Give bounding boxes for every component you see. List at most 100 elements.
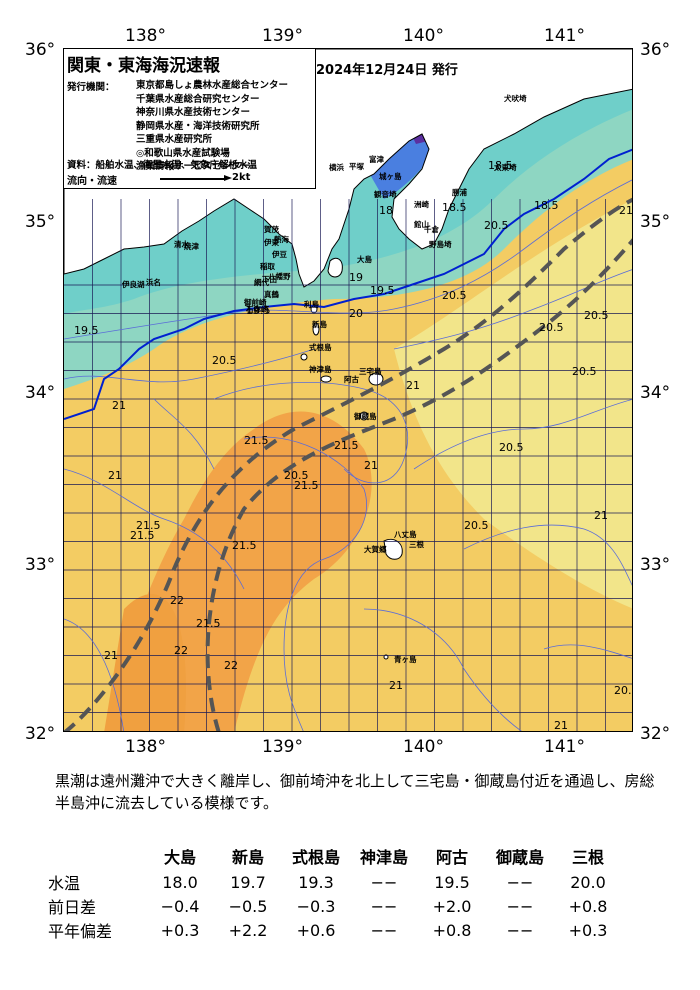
temperature-label: 21.5 <box>244 434 269 447</box>
temperature-label: 18.5 <box>534 199 559 212</box>
lat-label: 36° <box>640 40 671 60</box>
temperature-label: 20.5 <box>212 354 237 367</box>
temperature-label: 20.5 <box>442 289 467 302</box>
temperature-label: 19 <box>349 271 363 284</box>
temperature-label: 20.5 <box>572 365 597 378</box>
lon-label: 140° <box>403 26 444 46</box>
table-cell: 19.3 <box>298 872 334 892</box>
temperature-label: 21.5 <box>232 539 257 552</box>
lat-label: 34° <box>640 383 671 403</box>
place-label: 賀茂 <box>264 225 279 234</box>
table-cell: +2.0 <box>432 896 472 916</box>
table-cell: +0.3 <box>160 920 200 940</box>
temperature-label: 21 <box>594 509 608 522</box>
place-label: 伊豆 <box>272 250 287 259</box>
island-kozushima <box>320 375 332 383</box>
place-label: 石廊崎 <box>246 305 269 314</box>
place-label: 下田 <box>262 275 277 284</box>
issuer: 神奈川県水産技術センター <box>136 107 251 118</box>
place-label: 阿古 <box>344 375 359 384</box>
lat-lon-grid <box>64 199 632 731</box>
lat-label: 34° <box>25 383 56 403</box>
issuer: 千葉県水産総合研究センター <box>136 93 260 105</box>
table-cell: +2.2 <box>228 920 268 940</box>
island-shikinejima <box>300 353 308 361</box>
place-label: 野島埼 <box>429 240 452 249</box>
temperature-label: 21 <box>364 459 378 472</box>
flow-legend-label: 流向・流速 <box>67 176 117 187</box>
temperature-label: 21.5 <box>196 617 221 630</box>
temperature-label: 19.5 <box>370 284 395 297</box>
temperature-label: 21 <box>112 399 126 412</box>
column-header: 式根島 <box>291 848 340 867</box>
temperature-label: 21.5 <box>136 519 161 532</box>
lon-label: 139° <box>262 26 303 46</box>
temperature-label: 20.5 <box>584 309 609 322</box>
lat-label: 35° <box>640 212 671 232</box>
place-label: 観音埼 <box>374 190 397 199</box>
island-niijima <box>312 322 320 336</box>
table-cell: +0.6 <box>296 920 336 940</box>
island-oshima <box>327 257 343 278</box>
place-label: 城ヶ島 <box>379 172 402 181</box>
temperature-label: 20.5 <box>499 441 524 454</box>
island-hachijojima <box>383 538 403 560</box>
temperature-label: 20 <box>349 307 363 320</box>
arrowhead-icon <box>224 175 232 181</box>
row-label: 平年偏差 <box>48 922 113 941</box>
island-mikurajima <box>359 411 369 421</box>
place-label: 大賀郷 <box>364 545 387 554</box>
table-cell: −0.5 <box>228 896 268 916</box>
table-cell: +0.8 <box>432 920 472 940</box>
temperature-label: 21 <box>104 649 118 662</box>
temperature-label: 18 <box>379 204 393 217</box>
temperature-label: 18.5 <box>442 201 467 214</box>
place-label: 御前崎 <box>244 298 267 307</box>
row-label: 前日差 <box>48 898 97 917</box>
table-cell: −− <box>506 872 534 892</box>
place-label: 焼津 <box>184 242 199 251</box>
place-label: 三根 <box>409 540 424 549</box>
table-cell: +0.8 <box>568 896 608 916</box>
issuer: ◎和歌山県水産試験場 <box>136 147 230 159</box>
table-cell: 18.0 <box>162 872 198 892</box>
temperature-label: 22 <box>170 594 184 607</box>
lon-label: 139° <box>262 737 303 757</box>
data-source: 資料：船舶水温、衛星水温、気象庁解析水温 <box>67 160 258 171</box>
lat-label: 33° <box>25 555 56 575</box>
table-row: 平年偏差 +0.3 +2.2 +0.6 −− +0.8 −− +0.3 <box>48 918 622 942</box>
place-label: 網代 <box>254 278 269 287</box>
temperature-label: 21.5 <box>130 529 155 542</box>
lon-label: 140° <box>403 737 444 757</box>
place-label: 神津島 <box>309 365 332 374</box>
place-label: 勝浦 <box>452 188 467 197</box>
flow-scale: 2kt <box>232 172 251 183</box>
column-header: 神津島 <box>359 848 408 867</box>
table-row: 前日差 −0.4 −0.5 −0.3 −− +2.0 −− +0.8 <box>48 894 622 918</box>
place-label: 伊良湖 <box>122 280 145 289</box>
column-header: 御蔵島 <box>495 848 544 867</box>
temperature-label: 22 <box>224 659 238 672</box>
table-cell: −− <box>370 896 398 916</box>
temperature-label: 20.5 <box>284 469 309 482</box>
place-label: 平塚 <box>349 162 364 171</box>
lat-label: 32° <box>640 724 671 744</box>
lon-label: 138° <box>125 26 166 46</box>
place-label: 太東埼 <box>494 163 517 172</box>
temperature-label: 21.5 <box>294 479 319 492</box>
place-label: 大島 <box>357 255 372 264</box>
issuer: 静岡県水産・海洋技術研究所 <box>136 120 260 132</box>
place-label: 犬吠埼 <box>504 94 527 103</box>
column-header: 新島 <box>231 848 264 867</box>
table-cell: −− <box>506 896 534 916</box>
issuer: 三重県水産研究所 <box>136 134 213 145</box>
temperature-label: 21.5 <box>334 439 359 452</box>
place-label: 真鶴 <box>264 290 279 299</box>
isotherm-20-front <box>64 148 632 420</box>
place-label: 横浜 <box>329 163 344 172</box>
place-label: 洲崎 <box>414 200 429 209</box>
island-miyakejima <box>368 372 384 386</box>
place-label: 新島 <box>312 320 327 329</box>
place-label: 伊東 <box>264 238 279 247</box>
temperature-label: 21 <box>389 679 403 692</box>
